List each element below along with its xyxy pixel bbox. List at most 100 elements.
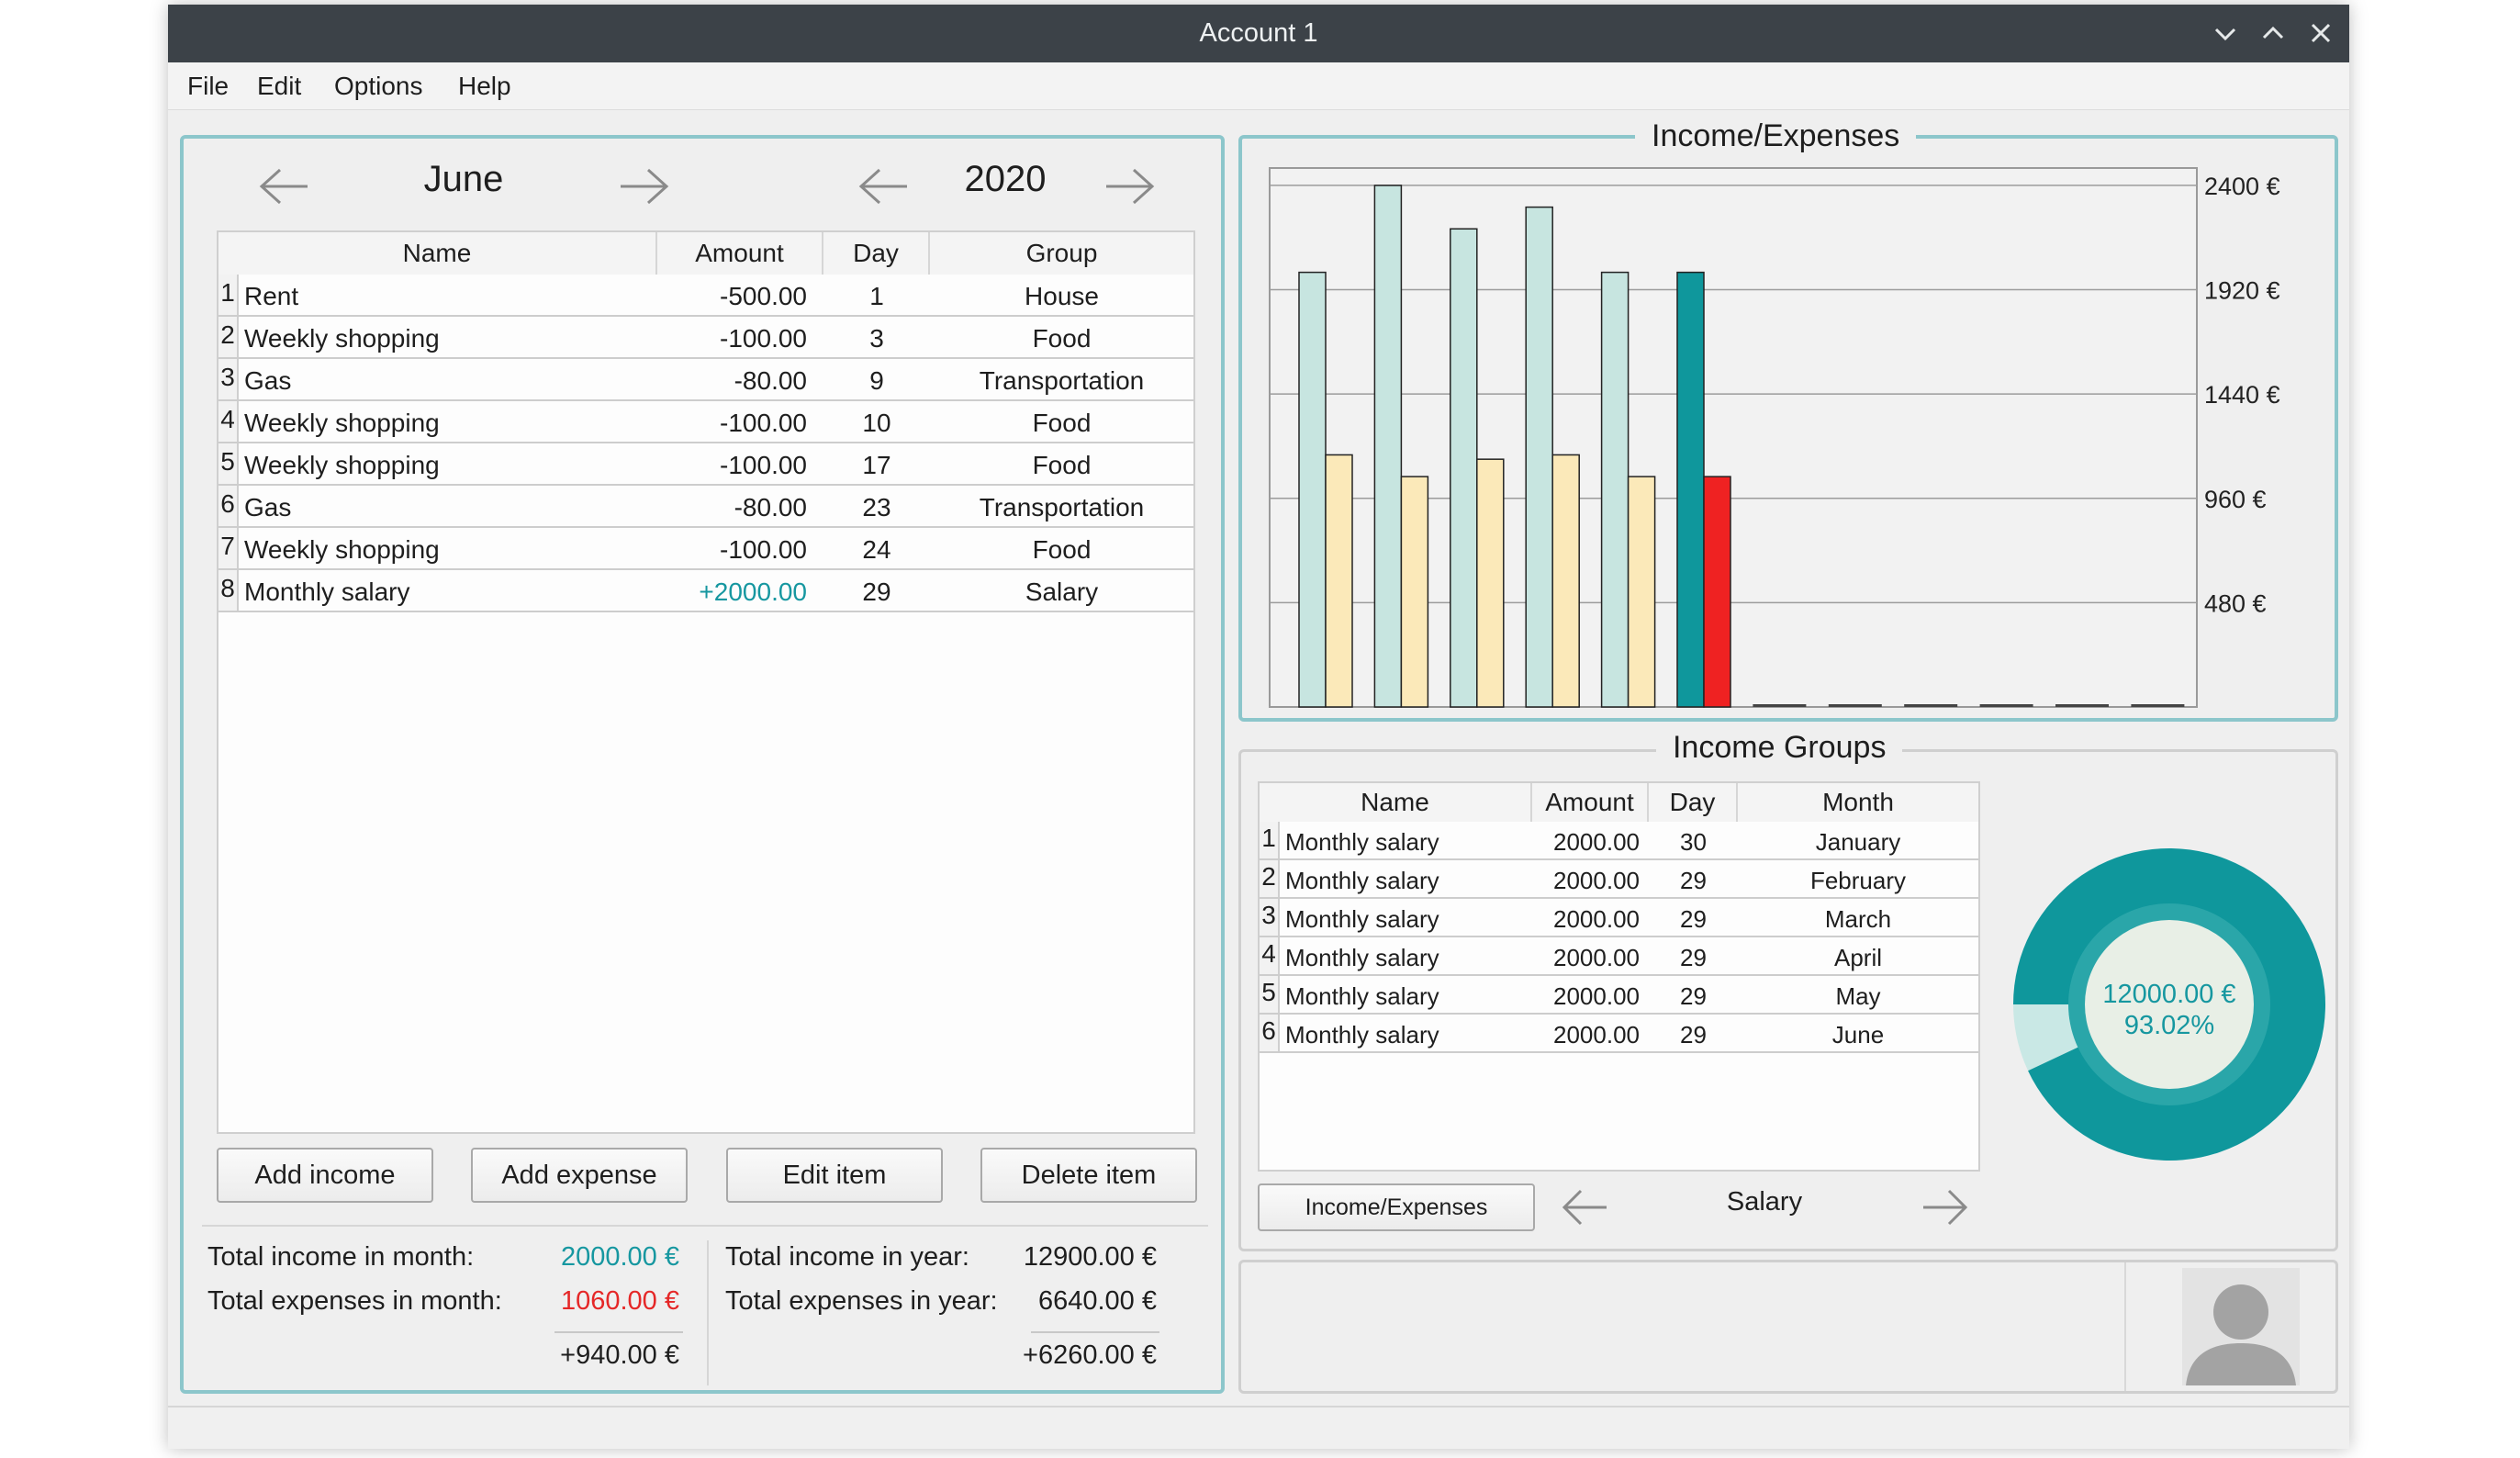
income-year-value: 12900.00 € <box>1023 1242 1157 1272</box>
transaction-amount: -100.00 <box>720 535 807 564</box>
column-header-name[interactable]: Name <box>1260 783 1532 822</box>
income-group-name: Monthly salary <box>1285 905 1439 933</box>
next-month-button[interactable] <box>611 163 676 210</box>
menu-options[interactable]: Options <box>334 72 423 100</box>
transaction-row[interactable]: 2 Weekly shopping -100.00 3 Food <box>218 317 1193 359</box>
column-header-group[interactable]: Group <box>930 232 1193 275</box>
transaction-row[interactable]: 5 Weekly shopping -100.00 17 Food <box>218 443 1193 486</box>
transaction-name: Gas <box>244 366 292 395</box>
menu-edit[interactable]: Edit <box>257 72 302 100</box>
arrow-left-icon <box>1562 1189 1607 1226</box>
column-header-day[interactable]: Day <box>1649 783 1738 822</box>
transaction-day: 10 <box>862 409 891 437</box>
income-group-row[interactable]: 3 Monthly salary 2000.00 29 March <box>1260 899 1978 937</box>
prev-group-button[interactable] <box>1551 1183 1616 1231</box>
edit-item-button[interactable]: Edit item <box>726 1148 943 1203</box>
prev-month-button[interactable] <box>252 163 317 210</box>
income-group-row[interactable]: 2 Monthly salary 2000.00 29 February <box>1260 860 1978 899</box>
transaction-row[interactable]: 7 Weekly shopping -100.00 24 Food <box>218 528 1193 570</box>
y-tick-label: 2400 € <box>2204 173 2280 200</box>
prev-year-button[interactable] <box>852 163 916 210</box>
income-expenses-chart: 2400 € 1920 € 1440 € 960 € 480 € <box>1269 167 2280 708</box>
column-header-amount[interactable]: Amount <box>657 232 823 275</box>
balance-year-value: +6260.00 € <box>1023 1340 1157 1370</box>
income-group-name: Monthly salary <box>1285 1021 1439 1049</box>
summary-column-divider <box>707 1240 709 1385</box>
transaction-amount: -100.00 <box>720 324 807 353</box>
y-tick-label: 1920 € <box>2204 277 2280 305</box>
menu-bar: File Edit Options Help <box>168 62 2349 110</box>
row-number: 3 <box>1260 899 1280 936</box>
column-header-day[interactable]: Day <box>823 232 930 275</box>
income-group-row[interactable]: 5 Monthly salary 2000.00 29 May <box>1260 976 1978 1015</box>
chart-title: Income/Expenses <box>1635 118 1917 154</box>
title-bar: Account 1 <box>168 5 2349 62</box>
delete-item-button[interactable]: Delete item <box>980 1148 1197 1203</box>
arrow-right-icon <box>1923 1189 1968 1226</box>
transaction-row[interactable]: 6 Gas -80.00 23 Transportation <box>218 486 1193 528</box>
next-year-button[interactable] <box>1097 163 1161 210</box>
transaction-group: Food <box>1032 324 1092 353</box>
transaction-day: 1 <box>869 282 884 310</box>
expense-bar <box>1476 458 1505 708</box>
close-button[interactable] <box>2297 5 2345 62</box>
income-bar <box>1676 271 1705 708</box>
income-group-row[interactable]: 1 Monthly salary 2000.00 30 January <box>1260 822 1978 860</box>
transaction-row[interactable]: 8 Monthly salary +2000.00 29 Salary <box>218 570 1193 612</box>
transaction-group: Food <box>1032 535 1092 564</box>
transaction-group: Salary <box>1025 578 1099 606</box>
income-groups-table[interactable]: Name Amount Day Month 1 Monthly salary 200… <box>1258 781 1980 1172</box>
profile-divider <box>2124 1262 2126 1391</box>
transaction-row[interactable]: 4 Weekly shopping -100.00 10 Food <box>218 401 1193 443</box>
arrow-left-icon <box>858 168 907 205</box>
income-groups-title: Income Groups <box>1656 730 1903 766</box>
menu-help[interactable]: Help <box>458 72 511 100</box>
income-group-amount: 2000.00 <box>1553 867 1640 894</box>
empty-month-bar <box>1904 704 1958 707</box>
menu-file[interactable]: File <box>187 72 230 100</box>
add-income-button[interactable]: Add income <box>217 1148 433 1203</box>
expenses-month-value: 1060.00 € <box>560 1286 679 1316</box>
income-group-amount: 2000.00 <box>1553 944 1640 971</box>
income-group-day: 29 <box>1680 1021 1707 1049</box>
expense-bar <box>1325 454 1353 708</box>
column-header-amount[interactable]: Amount <box>1532 783 1649 822</box>
transaction-name: Monthly salary <box>244 578 410 606</box>
next-group-button[interactable] <box>1914 1183 1978 1231</box>
chevron-down-icon <box>2214 28 2236 41</box>
row-number: 2 <box>218 317 239 357</box>
empty-month-bar <box>2055 704 2109 707</box>
income-expenses-toggle-button[interactable]: Income/Expenses <box>1258 1183 1535 1231</box>
transaction-row[interactable]: 1 Rent -500.00 1 House <box>218 275 1193 317</box>
row-number: 2 <box>1260 860 1280 897</box>
expenses-year-label: Total expenses in year: <box>725 1286 998 1316</box>
income-month-label: Total income in month: <box>207 1242 475 1272</box>
minimize-button[interactable] <box>2201 5 2249 62</box>
transaction-day: 17 <box>862 451 891 479</box>
window-title: Account 1 <box>1199 18 1318 48</box>
transaction-day: 24 <box>862 535 891 564</box>
column-header-name[interactable]: Name <box>218 232 657 275</box>
income-group-amount: 2000.00 <box>1553 828 1640 856</box>
income-group-day: 29 <box>1680 867 1707 894</box>
column-header-month[interactable]: Month <box>1738 783 1978 822</box>
transaction-amount: -100.00 <box>720 409 807 437</box>
user-avatar[interactable] <box>2182 1268 2300 1385</box>
row-number: 5 <box>1260 976 1280 1013</box>
transaction-row[interactable]: 3 Gas -80.00 9 Transportation <box>218 359 1193 401</box>
transactions-table[interactable]: Name Amount Day Group 1 Rent -500.00 1 House… <box>217 230 1195 1134</box>
income-group-day: 29 <box>1680 905 1707 933</box>
maximize-button[interactable] <box>2249 5 2297 62</box>
add-expense-button[interactable]: Add expense <box>471 1148 688 1203</box>
income-bar <box>1450 228 1478 708</box>
profile-panel <box>1238 1260 2338 1394</box>
income-group-name: Monthly salary <box>1285 944 1439 971</box>
donut-labels: 12000.00 € 93.02% <box>2055 979 2284 1041</box>
y-tick-label: 960 € <box>2204 486 2267 513</box>
income-group-amount: 2000.00 <box>1553 982 1640 1010</box>
month-label: June <box>423 159 504 199</box>
income-group-row[interactable]: 4 Monthly salary 2000.00 29 April <box>1260 937 1978 976</box>
expense-bar <box>1627 476 1656 708</box>
group-label: Salary <box>1726 1187 1803 1217</box>
income-group-row[interactable]: 6 Monthly salary 2000.00 29 June <box>1260 1015 1978 1053</box>
